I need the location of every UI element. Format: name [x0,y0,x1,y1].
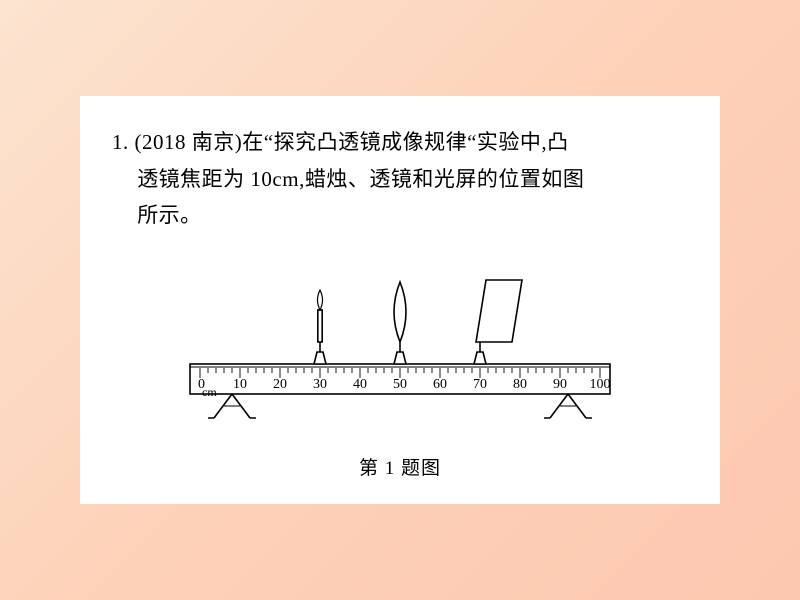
svg-text:50: 50 [393,377,407,392]
question-number: 1. [112,130,129,154]
svg-text:10: 10 [233,377,247,392]
question-line3: 所示。 [137,203,202,227]
svg-text:cm: cm [202,385,217,399]
question-line2: 透镜焦距为 10cm,蜡烛、透镜和光屏的位置如图 [137,167,584,191]
question-card: 1. (2018 南京)在“探究凸透镜成像规律“实验中,凸 透镜焦距为 10cm… [80,96,720,504]
question-line1: 在“探究凸透镜成像规律“实验中,凸 [242,130,568,154]
svg-text:80: 80 [513,377,527,392]
figure-caption: 第 1 题图 [112,453,688,480]
svg-text:20: 20 [273,377,287,392]
figure: 0102030405060708090100cm 第 1 题图 [112,256,688,480]
svg-text:70: 70 [473,377,487,392]
svg-text:100: 100 [590,377,611,392]
question-source: (2018 南京) [135,130,243,154]
svg-text:30: 30 [313,377,327,392]
svg-text:60: 60 [433,377,447,392]
optical-bench-diagram: 0102030405060708090100cm [160,256,640,436]
svg-text:40: 40 [353,377,367,392]
question-text: 1. (2018 南京)在“探究凸透镜成像规律“实验中,凸 透镜焦距为 10cm… [112,124,688,234]
svg-text:90: 90 [553,377,567,392]
